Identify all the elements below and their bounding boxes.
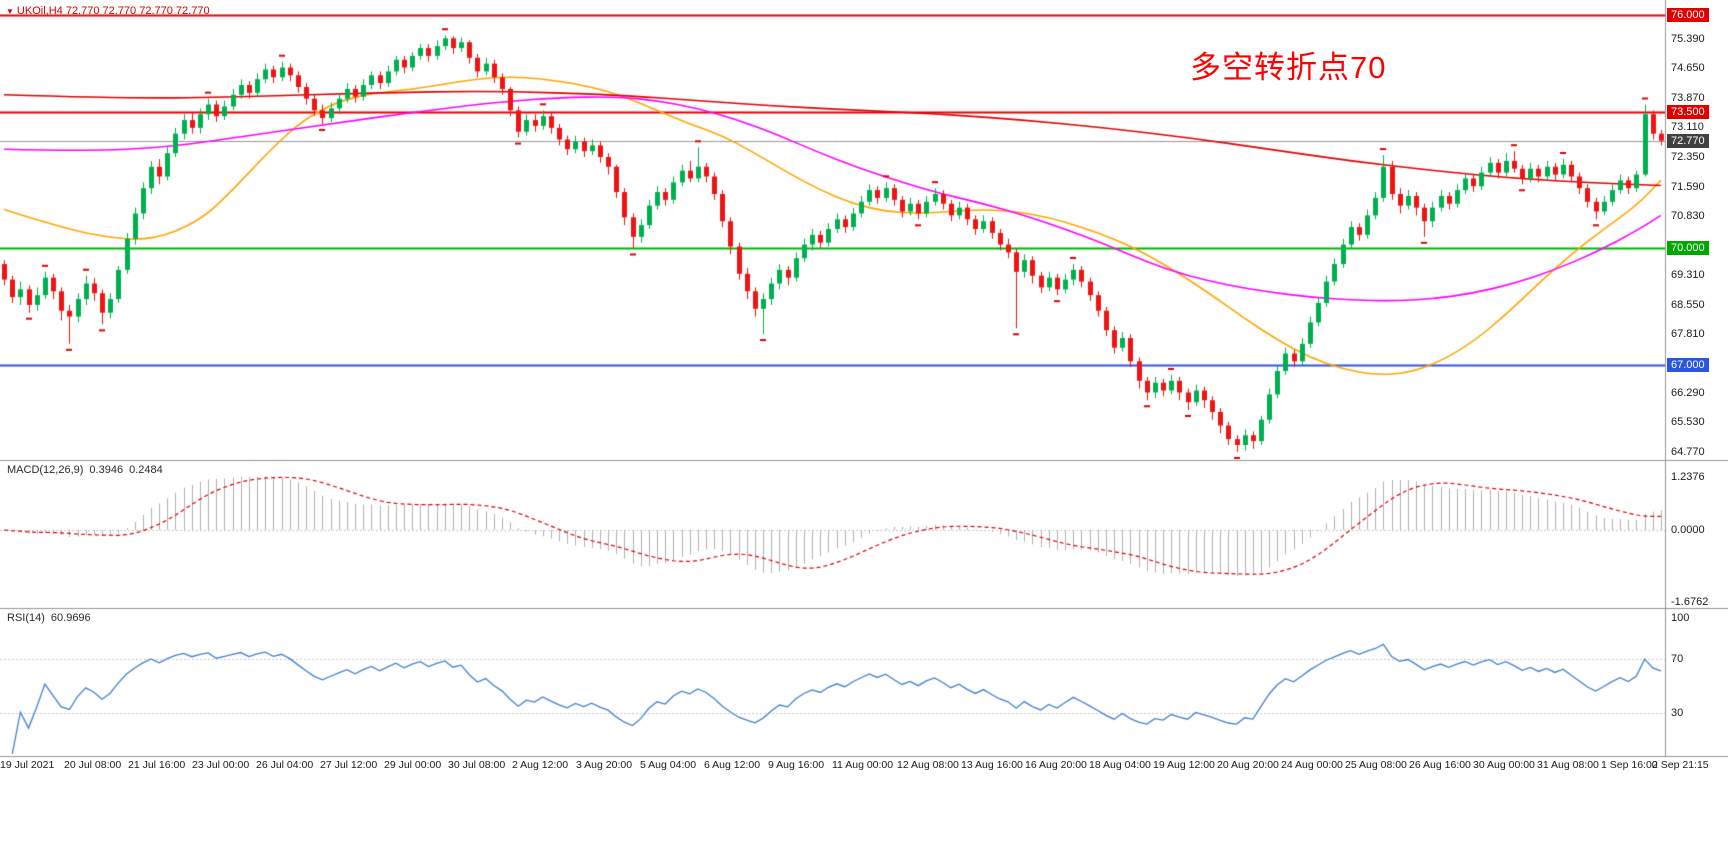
time-axis-label: 25 Aug 08:00 [1345, 759, 1407, 771]
time-axis-label: 1 Sep 16:00 [1601, 759, 1658, 771]
time-axis-label: 19 Aug 12:00 [1153, 759, 1215, 771]
time-axis-label: 13 Aug 16:00 [961, 759, 1023, 771]
price-axis-label: 64.770 [1671, 446, 1705, 458]
rsi-name: RSI(14) [7, 612, 45, 624]
symbol-marker-icon: ▼ [6, 7, 14, 16]
price-axis-label: 69.310 [1671, 269, 1705, 282]
price-axis-label: 70.830 [1671, 210, 1705, 223]
price-axis-label: 66.290 [1671, 386, 1705, 399]
symbol-ohlc-text: UKOil,H4 72.770 72.770 72.770 72.770 [16, 5, 210, 17]
time-axis-label: 6 Aug 12:00 [704, 759, 761, 771]
price-axis-label: 65.530 [1671, 416, 1705, 429]
time-axis-label: 30 Aug 00:00 [1473, 759, 1535, 771]
macd-main-value: 0.3946 [89, 464, 124, 476]
rsi-value: 60.9696 [50, 612, 91, 624]
macd-axis-label: 0.0000 [1671, 524, 1705, 536]
price-axis-label: 75.390 [1671, 32, 1705, 45]
time-axis-label: 26 Jul 04:00 [256, 759, 314, 771]
time-axis-label: 11 Aug 00:00 [832, 759, 894, 771]
time-axis-label: 21 Jul 16:00 [128, 759, 186, 771]
time-axis-label: 20 Aug 20:00 [1217, 759, 1279, 771]
time-axis-label: 18 Aug 04:00 [1089, 759, 1151, 771]
time-axis-label: 30 Jul 08:00 [448, 759, 506, 771]
price-axis-label: 73.870 [1671, 91, 1705, 104]
time-axis-label: 2 Aug 12:00 [512, 759, 569, 771]
macd-name: MACD(12,26,9) [7, 464, 84, 476]
time-axis-label: 24 Aug 00:00 [1281, 759, 1343, 771]
time-axis-label: 2 Sep 21:15 [1652, 759, 1709, 771]
time-axis-label: 31 Aug 08:00 [1537, 759, 1599, 771]
time-axis-label: 9 Aug 16:00 [768, 759, 825, 771]
price-level-badge: 76.000 [1667, 8, 1709, 22]
price-level-badge: 70.000 [1667, 241, 1709, 256]
price-axis-label: 73.110 [1671, 121, 1704, 134]
symbol-ohlc-label: ▼ UKOil,H4 72.770 72.770 72.770 72.770 [6, 5, 210, 17]
time-axis-label: 5 Aug 04:00 [640, 759, 697, 771]
time-axis-label: 26 Aug 16:00 [1409, 759, 1471, 771]
time-axis-label: 27 Jul 12:00 [320, 759, 378, 771]
time-axis-label: 29 Jul 00:00 [384, 759, 442, 771]
price-level-badge: 67.000 [1667, 358, 1709, 373]
price-axis-label: 72.350 [1671, 151, 1705, 164]
macd-axis-label: 1.2376 [1671, 470, 1705, 483]
time-axis-label: 19 Jul 2021 [0, 759, 55, 771]
price-axis-label: 71.590 [1671, 180, 1705, 193]
price-level-badge: 72.770 [1667, 133, 1709, 148]
price-axis-label: 74.650 [1671, 61, 1705, 74]
rsi-axis-label: 70 [1671, 652, 1684, 665]
price-axis-label: 67.810 [1671, 327, 1705, 340]
rsi-axis-label: 30 [1671, 707, 1684, 720]
chart-annotation-text: 多空转折点70 [1190, 50, 1387, 85]
time-axis-label: 16 Aug 20:00 [1025, 759, 1087, 771]
macd-signal-value: 0.2484 [129, 464, 163, 476]
time-axis-label: 3 Aug 20:00 [576, 759, 633, 771]
macd-indicator-label: MACD(12,26,9) 0.3946 0.2484 [7, 464, 169, 476]
rsi-axis-label: 100 [1671, 612, 1690, 624]
time-axis-label: 23 Jul 00:00 [192, 759, 250, 771]
price-level-badge: 73.500 [1667, 105, 1709, 120]
time-axis-label: 20 Jul 08:00 [64, 759, 122, 771]
macd-axis-label: -1.6762 [1671, 596, 1709, 609]
rsi-indicator-label: RSI(14) 60.9696 [7, 612, 97, 624]
time-axis-label: 12 Aug 08:00 [897, 759, 959, 771]
price-axis-label: 68.550 [1671, 298, 1705, 311]
